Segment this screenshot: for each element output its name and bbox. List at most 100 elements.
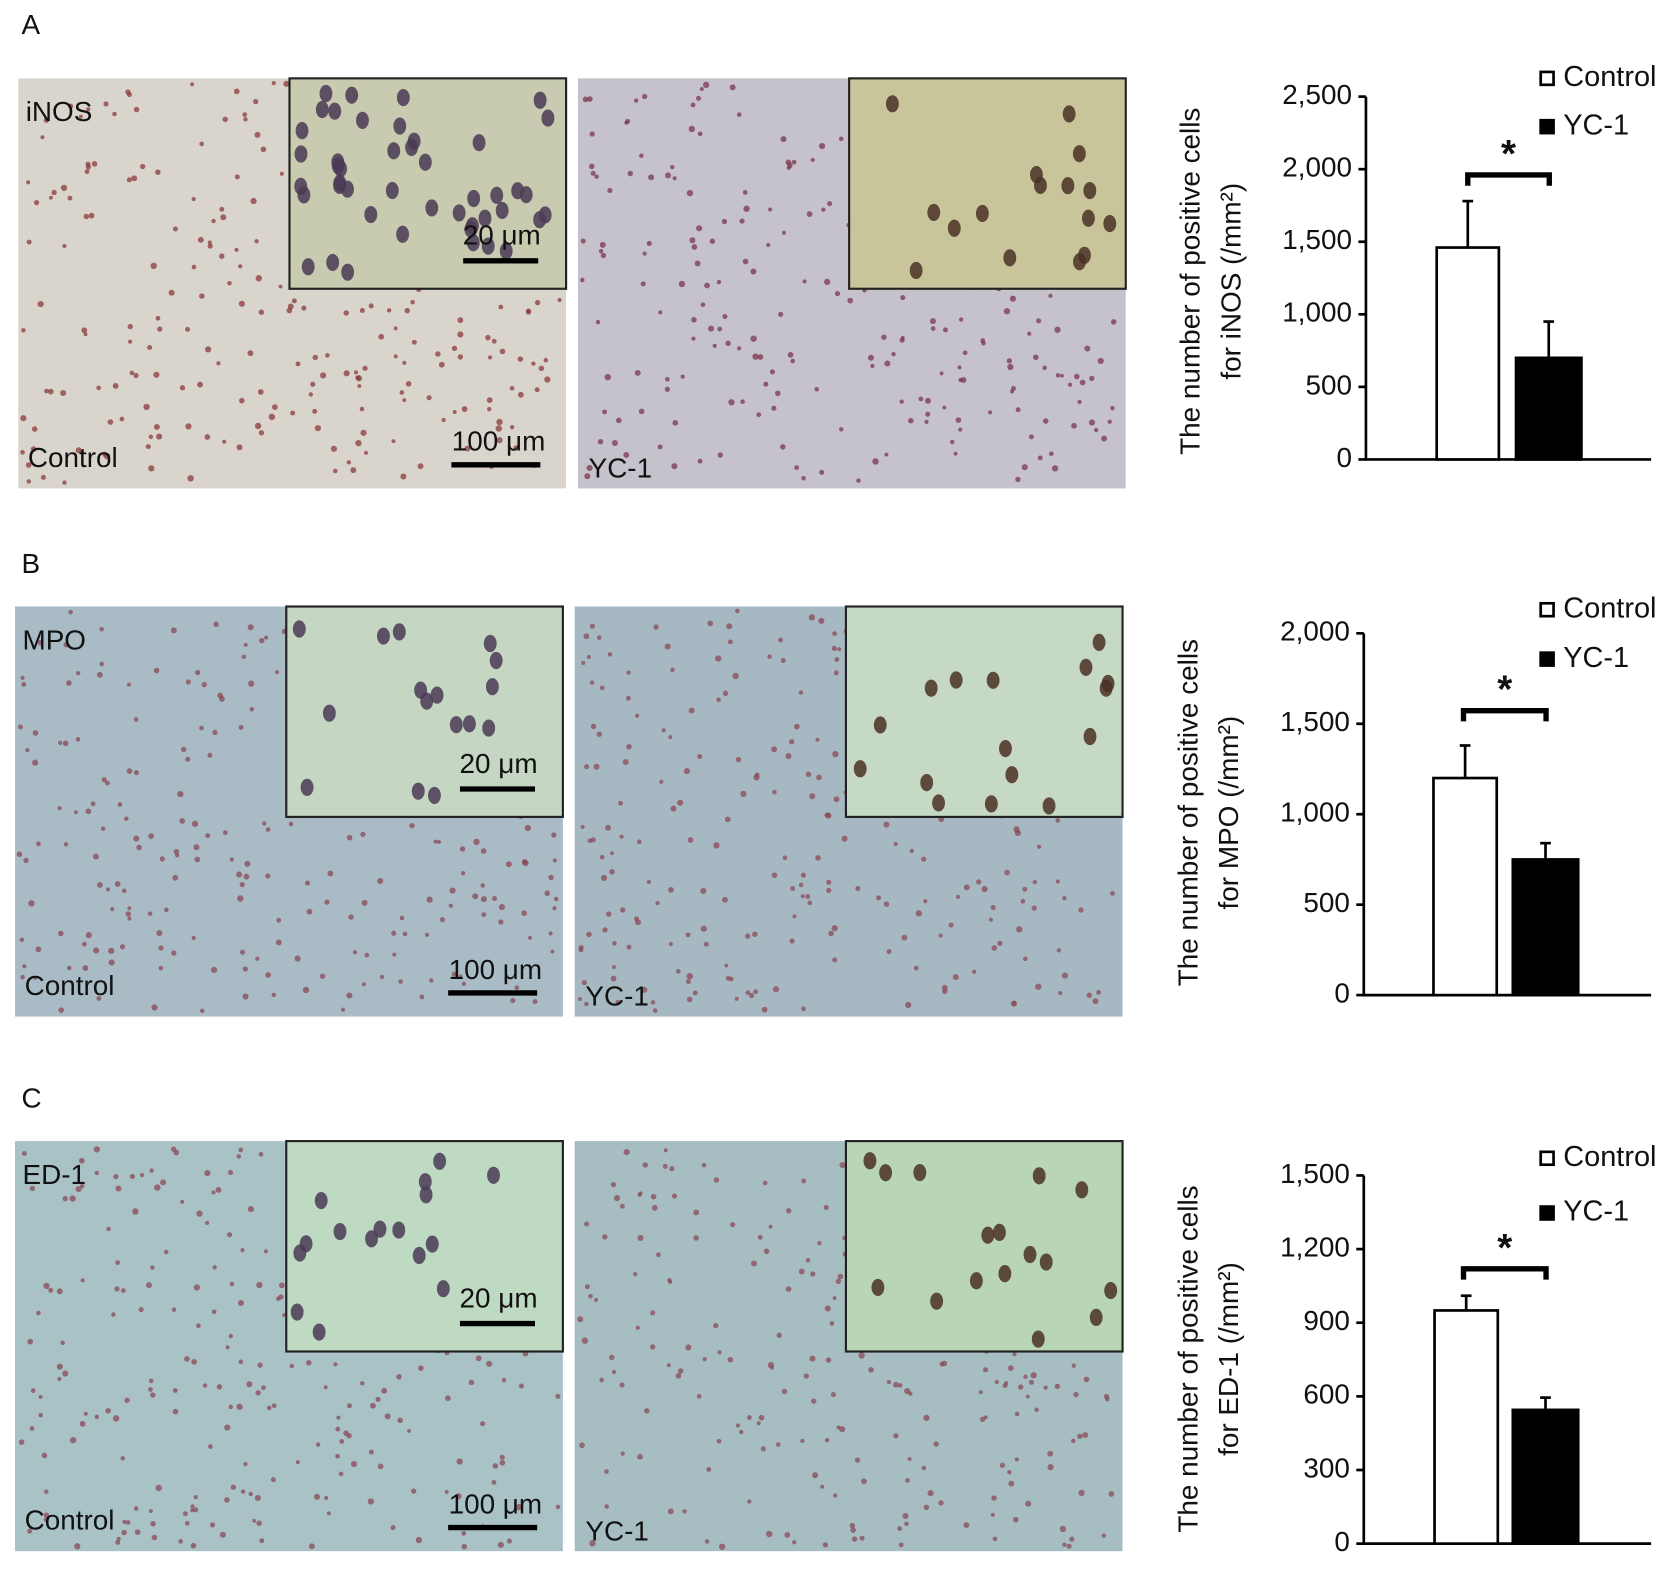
cell [870, 363, 875, 369]
cell [78, 1157, 85, 1164]
cell [216, 361, 221, 366]
cell [117, 802, 123, 807]
cell [229, 1281, 235, 1287]
cell [498, 904, 505, 911]
cell [925, 397, 931, 404]
cell [943, 327, 948, 333]
cell [893, 1381, 899, 1388]
cell [655, 900, 660, 906]
inset-cell [412, 1246, 426, 1265]
cell [254, 239, 259, 244]
cell [685, 1344, 692, 1351]
cell [801, 1006, 806, 1012]
cell [991, 945, 998, 951]
cell [178, 1539, 183, 1544]
cell [1101, 1533, 1107, 1538]
y-axis-label: for ED-1 (/mm²) [1213, 1262, 1244, 1456]
cell [193, 1507, 199, 1513]
cell [320, 372, 327, 379]
marker-label: ED-1 [23, 1159, 86, 1190]
cell [457, 331, 464, 338]
cell [693, 1209, 700, 1216]
cell [207, 243, 213, 249]
cell [816, 774, 822, 781]
cell [587, 96, 593, 102]
cell [402, 398, 407, 403]
cell [327, 870, 334, 877]
cell [76, 671, 81, 676]
cell [426, 896, 433, 903]
inset-cell [1030, 166, 1043, 184]
cell [16, 851, 23, 858]
cell [980, 338, 986, 344]
cell [32, 759, 39, 766]
cell [260, 146, 267, 153]
cell [739, 1429, 744, 1435]
cell [832, 1296, 837, 1301]
cell [1015, 476, 1021, 483]
inset-cell [949, 671, 963, 689]
cell [266, 1405, 272, 1411]
cell [517, 391, 524, 398]
inset-cell [1072, 145, 1086, 163]
cell [190, 1504, 195, 1509]
cell [978, 1390, 983, 1395]
cell [81, 941, 87, 947]
cell [343, 310, 349, 316]
cell [451, 345, 458, 352]
cell [204, 1170, 211, 1177]
cell [657, 444, 663, 450]
cell [185, 679, 191, 685]
cell [172, 226, 178, 232]
cell [798, 882, 804, 888]
cell [243, 117, 248, 122]
cell [1056, 948, 1062, 953]
cell [752, 931, 758, 937]
cell [704, 282, 710, 289]
cell [750, 335, 757, 342]
cell [620, 1451, 625, 1456]
cell [750, 268, 757, 275]
cell [691, 317, 697, 323]
inset-cell [290, 1303, 304, 1321]
inset-cell [499, 242, 513, 260]
inset-cell [418, 153, 432, 171]
cell [79, 1420, 86, 1427]
cell [640, 281, 646, 287]
cell [769, 369, 775, 375]
cell [776, 1332, 782, 1338]
cell [154, 1184, 161, 1191]
cell [696, 225, 703, 232]
cell [662, 1163, 668, 1169]
cell [448, 903, 454, 908]
cell [1006, 358, 1013, 364]
cell [80, 1278, 85, 1283]
cell [1015, 407, 1021, 413]
cell [105, 887, 110, 892]
cell [602, 1234, 608, 1240]
cell [771, 872, 778, 878]
cell [933, 1441, 939, 1447]
cell [604, 1504, 609, 1509]
cell [584, 1284, 590, 1290]
cell [685, 932, 691, 938]
inset-cell [356, 111, 369, 129]
cell [253, 98, 259, 105]
cell [801, 1178, 807, 1184]
cell [697, 458, 703, 464]
inset-cell [932, 794, 945, 812]
inset-cell [489, 651, 503, 670]
cell [688, 125, 696, 133]
scale-label: 100 μm [449, 954, 542, 985]
cell [326, 1511, 331, 1516]
cell [122, 1519, 127, 1524]
inset-cell [969, 1272, 983, 1290]
cell [544, 890, 550, 897]
cell [925, 411, 931, 417]
cell [364, 952, 370, 958]
cell [377, 877, 384, 885]
cell [496, 437, 503, 444]
cell [153, 423, 160, 430]
inset-cell [1083, 181, 1097, 200]
cell [368, 303, 374, 309]
